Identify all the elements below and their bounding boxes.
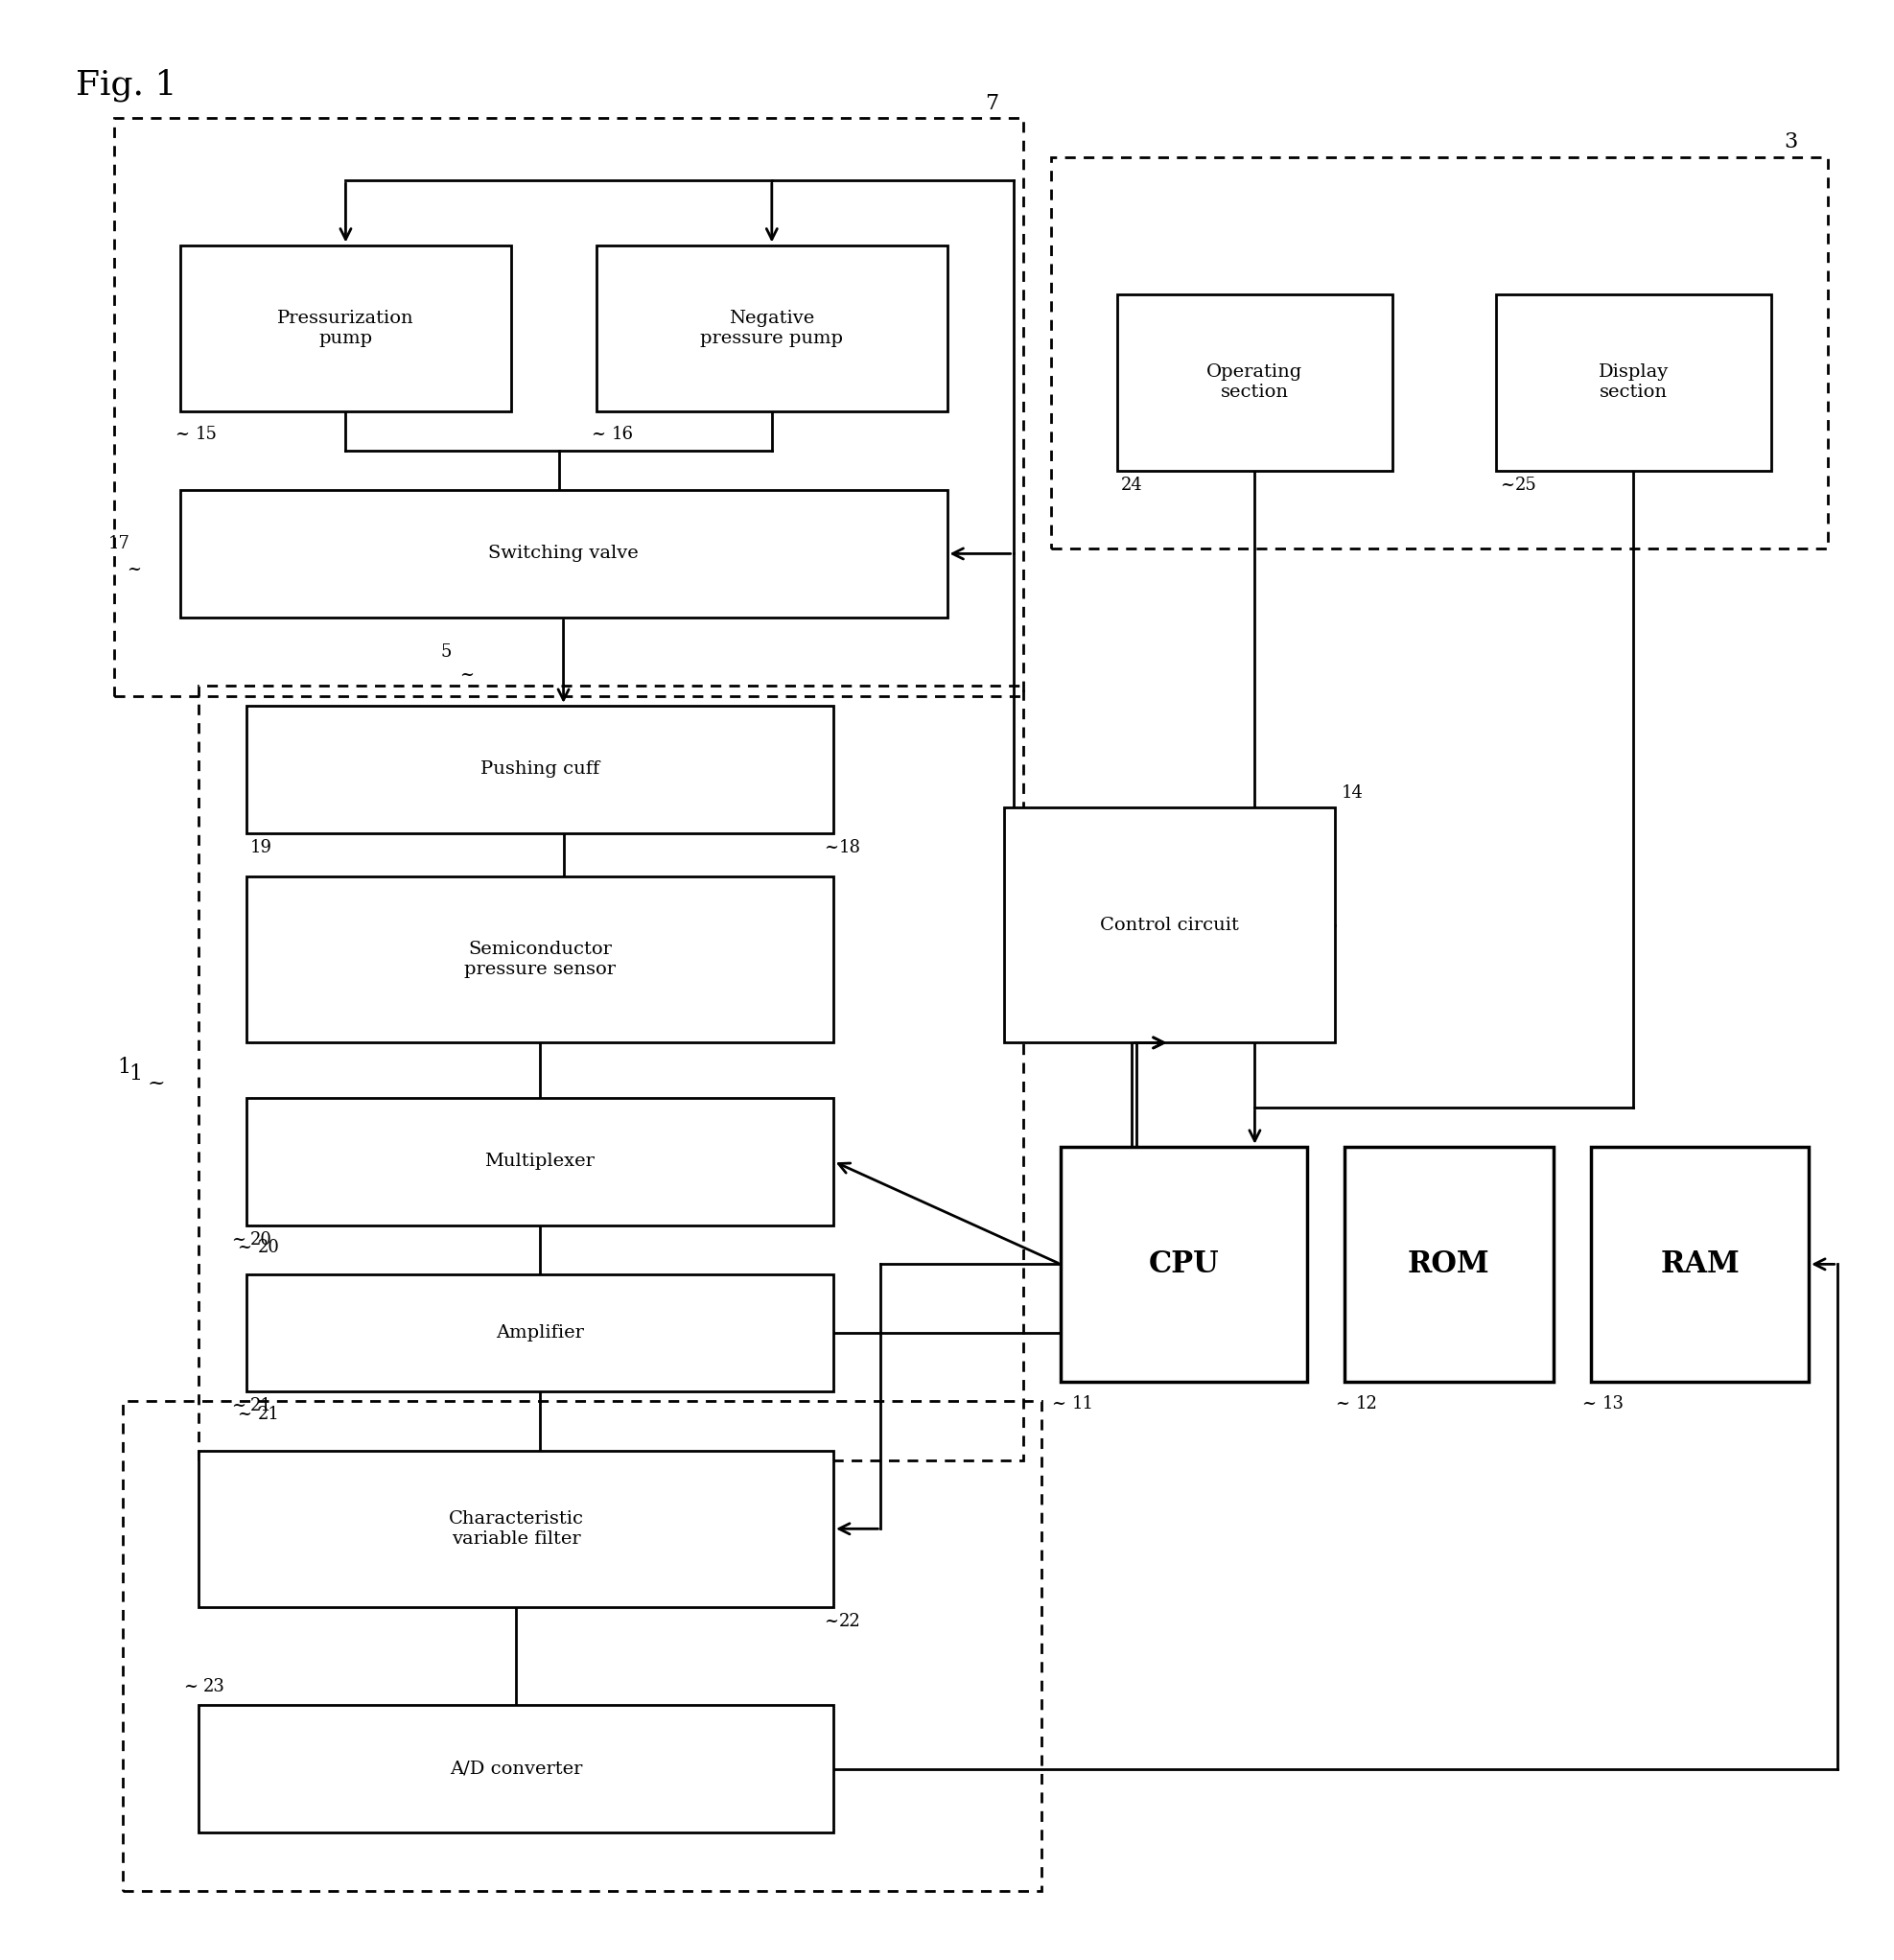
Text: ~: ~ — [237, 1405, 252, 1423]
Text: ~: ~ — [591, 425, 606, 443]
Text: 17: 17 — [108, 535, 131, 553]
Text: 20: 20 — [250, 1231, 273, 1249]
Text: ~: ~ — [1051, 1396, 1066, 1413]
Text: Switching valve: Switching valve — [489, 545, 638, 563]
Text: 19: 19 — [250, 839, 273, 857]
Text: Semiconductor
pressure sensor: Semiconductor pressure sensor — [464, 941, 616, 978]
Text: Pushing cuff: Pushing cuff — [481, 760, 599, 778]
Text: Control circuit: Control circuit — [1100, 917, 1239, 933]
Text: 24: 24 — [1121, 476, 1144, 494]
Text: Multiplexer: Multiplexer — [485, 1152, 595, 1170]
Text: ~: ~ — [127, 561, 142, 578]
FancyBboxPatch shape — [1004, 808, 1335, 1043]
Text: 20: 20 — [258, 1239, 280, 1256]
Text: ~: ~ — [1500, 476, 1515, 494]
FancyBboxPatch shape — [246, 1274, 833, 1392]
FancyBboxPatch shape — [1117, 294, 1392, 470]
Text: A/D converter: A/D converter — [449, 1760, 583, 1778]
Text: 13: 13 — [1602, 1396, 1625, 1413]
FancyBboxPatch shape — [1496, 294, 1771, 470]
FancyBboxPatch shape — [180, 245, 511, 412]
Text: 18: 18 — [839, 839, 862, 857]
Text: 1: 1 — [129, 1064, 142, 1084]
Text: ~: ~ — [237, 1239, 252, 1256]
Text: 16: 16 — [612, 425, 634, 443]
Text: 14: 14 — [1341, 784, 1364, 802]
Text: RAM: RAM — [1661, 1249, 1739, 1280]
FancyBboxPatch shape — [1591, 1147, 1809, 1382]
Text: ~: ~ — [460, 666, 474, 684]
Text: 21: 21 — [258, 1405, 280, 1423]
Text: 25: 25 — [1515, 476, 1538, 494]
Text: 11: 11 — [1072, 1396, 1095, 1413]
Text: 3: 3 — [1784, 131, 1797, 153]
FancyBboxPatch shape — [246, 876, 833, 1043]
Text: 12: 12 — [1356, 1396, 1379, 1413]
Text: ~: ~ — [148, 1074, 165, 1094]
Text: ~: ~ — [1581, 1396, 1597, 1413]
Text: Display
section: Display section — [1599, 365, 1669, 400]
Text: Pressurization
pump: Pressurization pump — [277, 310, 415, 347]
Text: 23: 23 — [203, 1678, 225, 1695]
FancyBboxPatch shape — [1345, 1147, 1553, 1382]
Text: ~: ~ — [824, 1613, 839, 1631]
FancyBboxPatch shape — [199, 1450, 833, 1607]
Text: Amplifier: Amplifier — [496, 1325, 583, 1341]
Text: ~: ~ — [174, 425, 189, 443]
Text: 1: 1 — [117, 1056, 131, 1078]
Text: Characteristic
variable filter: Characteristic variable filter — [449, 1511, 583, 1546]
Text: ROM: ROM — [1407, 1249, 1491, 1280]
Text: 5: 5 — [439, 643, 451, 661]
FancyBboxPatch shape — [1061, 1147, 1307, 1382]
Text: ~: ~ — [231, 1397, 246, 1415]
Text: Operating
section: Operating section — [1206, 365, 1303, 400]
FancyBboxPatch shape — [180, 490, 947, 617]
Text: ~: ~ — [824, 839, 839, 857]
Text: 22: 22 — [839, 1613, 862, 1631]
FancyBboxPatch shape — [246, 1098, 833, 1225]
Text: ~: ~ — [1335, 1396, 1350, 1413]
FancyBboxPatch shape — [597, 245, 947, 412]
Text: 15: 15 — [195, 425, 218, 443]
Text: Fig. 1: Fig. 1 — [76, 69, 176, 102]
Text: CPU: CPU — [1148, 1249, 1220, 1280]
Text: 7: 7 — [985, 92, 998, 114]
Text: ~: ~ — [231, 1231, 246, 1249]
Text: ~: ~ — [184, 1678, 199, 1695]
FancyBboxPatch shape — [246, 706, 833, 833]
FancyBboxPatch shape — [199, 1705, 833, 1833]
Text: 21: 21 — [250, 1397, 273, 1415]
Text: Negative
pressure pump: Negative pressure pump — [701, 310, 843, 347]
